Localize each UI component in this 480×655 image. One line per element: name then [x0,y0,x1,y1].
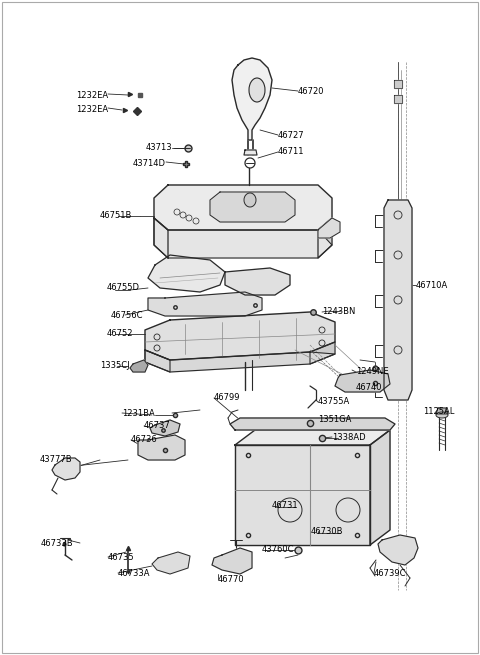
Text: 46710A: 46710A [416,280,448,290]
Ellipse shape [244,193,256,207]
Text: 1125AL: 1125AL [423,407,455,415]
Text: 46727: 46727 [278,130,305,140]
Text: 46755D: 46755D [107,284,140,293]
Text: 46740: 46740 [356,383,383,392]
Polygon shape [436,408,448,414]
Text: 46752: 46752 [107,329,133,339]
Ellipse shape [394,251,402,259]
Polygon shape [232,58,272,140]
Text: 1232EA: 1232EA [76,90,108,100]
Text: 1351GA: 1351GA [318,415,351,424]
Text: 46711: 46711 [278,147,304,157]
Text: 1243BN: 1243BN [322,307,355,316]
Polygon shape [335,370,390,392]
Polygon shape [145,312,335,360]
Polygon shape [235,445,370,545]
Text: 43755A: 43755A [318,398,350,407]
Polygon shape [394,95,402,103]
Text: 1335CJ: 1335CJ [100,362,130,371]
Ellipse shape [249,78,265,102]
Text: 46799: 46799 [214,394,240,403]
Text: 46737: 46737 [144,422,171,430]
Polygon shape [225,268,290,295]
Text: 43777B: 43777B [40,455,72,464]
Text: 1338AD: 1338AD [332,432,366,441]
Polygon shape [235,430,390,445]
Polygon shape [384,200,412,400]
Text: 46751B: 46751B [100,212,132,221]
Polygon shape [210,192,295,222]
Ellipse shape [394,296,402,304]
Text: 46720: 46720 [298,86,324,96]
Polygon shape [138,435,185,460]
Polygon shape [150,420,180,436]
Text: 1249NE: 1249NE [356,367,389,377]
Polygon shape [154,218,168,258]
Ellipse shape [436,412,448,418]
Polygon shape [244,150,257,155]
Text: 46756C: 46756C [111,310,144,320]
Polygon shape [148,292,262,316]
Polygon shape [145,350,335,372]
Polygon shape [145,350,170,372]
Ellipse shape [394,211,402,219]
Polygon shape [378,535,418,565]
Ellipse shape [394,346,402,354]
Polygon shape [318,218,340,238]
Text: 46739C: 46739C [374,569,407,578]
Polygon shape [154,185,332,230]
Text: 43760C: 43760C [262,546,295,555]
Text: 46736: 46736 [131,436,158,445]
Text: 43714D: 43714D [133,159,166,168]
Text: 46730B: 46730B [311,527,344,536]
Text: 46733A: 46733A [118,569,151,578]
Text: 46770: 46770 [218,574,245,584]
Polygon shape [394,80,402,88]
Polygon shape [230,418,395,430]
Text: 1231BA: 1231BA [122,409,155,417]
Polygon shape [130,360,148,372]
Polygon shape [154,218,332,258]
Polygon shape [148,255,225,292]
Polygon shape [52,458,80,480]
Text: 46733B: 46733B [41,538,73,548]
Text: 46735: 46735 [108,553,134,561]
Polygon shape [318,218,332,258]
Polygon shape [370,430,390,545]
Polygon shape [310,342,335,364]
Text: 1232EA: 1232EA [76,105,108,113]
Polygon shape [152,552,190,574]
Text: 46731: 46731 [272,502,299,510]
Text: 43713: 43713 [145,143,172,153]
Polygon shape [212,548,252,574]
